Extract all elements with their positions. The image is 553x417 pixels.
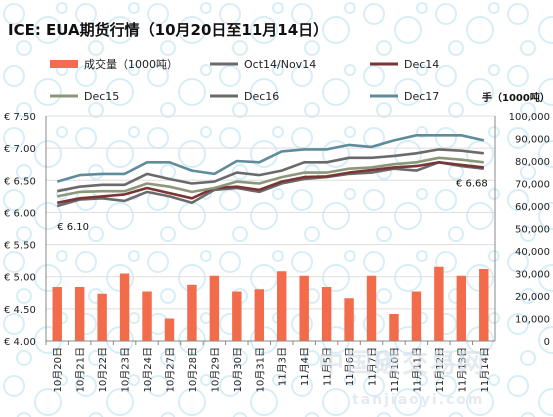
bar-volume — [119, 273, 130, 341]
line-dec14 — [56, 161, 484, 205]
legend-label: Dec16 — [244, 90, 279, 103]
right-tick-label: 80,000 — [515, 157, 550, 168]
bar-volume — [321, 287, 332, 341]
bar-volume — [209, 275, 220, 341]
right-tick-label: 30,000 — [515, 270, 550, 281]
right-tick-label: 20,000 — [515, 292, 550, 303]
legend-swatch-bar — [50, 60, 78, 68]
x-tick-label: 10月28日 — [187, 347, 199, 392]
left-tick-label: € 4.00 — [4, 337, 36, 348]
bar-volume — [277, 271, 287, 341]
right-tick-label: 90,000 — [515, 135, 550, 146]
line-oct14-nov14 — [56, 161, 484, 208]
left-tick-label: € 4.50 — [4, 305, 36, 316]
x-tick-label: 10月22日 — [97, 347, 109, 392]
legend-label: Dec14 — [404, 58, 439, 71]
left-tick-label: € 5.00 — [4, 273, 36, 284]
bar-volume — [52, 287, 62, 341]
data-label: € 6.10 — [57, 222, 89, 233]
data-label: € 6.68 — [456, 179, 488, 190]
line-series — [56, 134, 485, 208]
legend-label: Dec15 — [84, 90, 119, 103]
x-tick-label: 10月24日 — [142, 347, 154, 392]
watermark: 中国碳交易网 tanjiaoyi.com — [318, 348, 486, 408]
x-tick-label: 11月7日 — [367, 347, 379, 386]
bar-volume — [411, 291, 422, 341]
bar-volume — [142, 291, 152, 341]
watermark-sub: tanjiaoyi.com — [352, 392, 485, 408]
watermark-main: 中国碳交易网 — [318, 348, 486, 379]
bar-volume — [97, 293, 107, 341]
right-axis-label: 手（1000吨） — [482, 91, 550, 104]
x-tick-label: 10月30日 — [232, 347, 244, 392]
right-tick-label: 60,000 — [515, 202, 550, 213]
bar-volume — [366, 275, 377, 341]
x-tick-label: 10月20日 — [52, 347, 64, 392]
bar-volume — [299, 275, 309, 341]
x-tick-label: 11月14日 — [479, 347, 491, 392]
right-tick-label: 0 — [544, 337, 550, 348]
legend: 成交量（1000吨） Oct14/Nov14 Dec14 Dec15 Dec16 Dec1… — [50, 57, 439, 103]
x-tick-label: 11月13日 — [456, 347, 468, 392]
left-tick-label: € 7.00 — [4, 144, 36, 155]
x-tick-label: 11月5日 — [322, 347, 334, 386]
x-tick-label: 11月12日 — [434, 347, 446, 392]
x-tick-label: 10月23日 — [120, 347, 132, 392]
bar-volume — [232, 291, 242, 341]
bar-volume — [187, 284, 197, 341]
x-tick-label: 10月29日 — [209, 347, 221, 392]
bar-volume — [74, 287, 85, 341]
legend-label: Oct14/Nov14 — [244, 58, 316, 71]
legend-label: Dec17 — [404, 90, 439, 103]
bar-series — [52, 266, 489, 341]
right-tick-label: 100,000 — [509, 112, 550, 123]
bar-volume — [344, 298, 354, 341]
chart-title: ICE: EUA期货行情（10月20日至11月14日） — [8, 21, 328, 39]
left-tick-label: € 6.50 — [4, 176, 36, 187]
left-tick-label: € 6.00 — [4, 208, 36, 219]
line-dec17 — [56, 134, 485, 183]
line-dec15 — [56, 156, 484, 198]
x-tick-label: 11月6日 — [344, 347, 356, 386]
x-tick-label: 10月31日 — [254, 347, 266, 392]
bar-volume — [479, 269, 489, 341]
x-tick-label: 11月10日 — [389, 347, 401, 392]
bar-volume — [434, 266, 444, 341]
x-tick-label: 10月21日 — [75, 347, 87, 392]
x-tick-label: 11月3日 — [277, 347, 289, 386]
right-tick-label: 70,000 — [515, 180, 550, 191]
line-dec16 — [56, 148, 484, 193]
bar-volume — [456, 275, 467, 341]
x-tick-label: 10月27日 — [164, 347, 176, 392]
left-tick-label: € 5.50 — [4, 241, 36, 252]
right-tick-label: 10,000 — [515, 315, 550, 326]
x-tick-label: 11月4日 — [299, 347, 311, 386]
right-tick-label: 40,000 — [515, 247, 550, 258]
bar-volume — [254, 289, 264, 341]
annotations: € 6.10 € 6.68 — [57, 179, 488, 233]
bar-volume — [389, 314, 399, 341]
right-tick-label: 50,000 — [515, 225, 550, 236]
x-tick-label: 11月11日 — [411, 347, 423, 392]
left-tick-label: € 7.50 — [4, 112, 36, 123]
legend-label: 成交量（1000吨） — [84, 57, 178, 71]
axes: € 4.00 € 4.50 € 5.00 € 5.50 € 6.00 € 6.50 € 7.… — [4, 112, 550, 392]
bar-volume — [164, 318, 175, 341]
